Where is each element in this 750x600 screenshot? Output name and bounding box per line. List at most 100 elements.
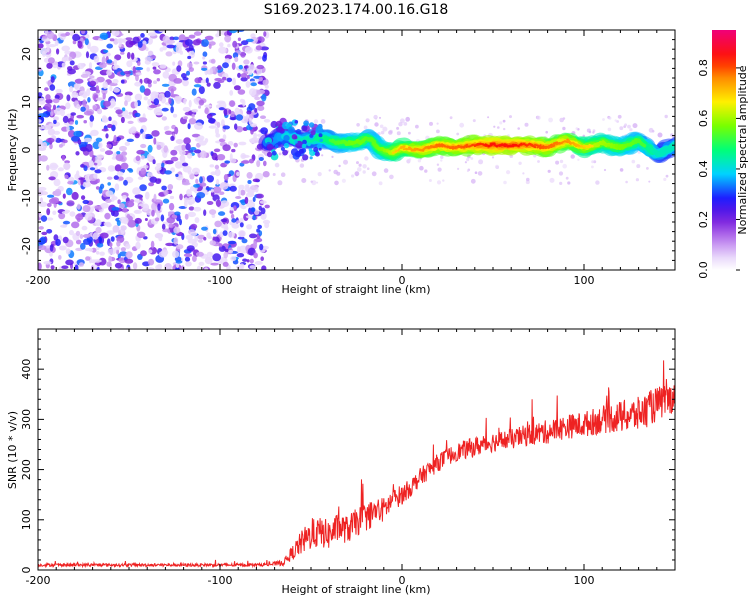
- heatmap-cell: [244, 196, 249, 204]
- heatmap-cell: [257, 105, 265, 111]
- heatmap-cell: [47, 57, 55, 64]
- snr-panel: -200 -100 0 100 0 100 200 300 400 Height of stra…: [6, 328, 676, 596]
- heatmap-cell: [45, 94, 51, 101]
- heatmap-cell: [80, 242, 86, 250]
- heatmap-cell: [140, 250, 147, 257]
- heatmap-cell: [246, 172, 253, 179]
- heatmap-cell: [128, 111, 133, 115]
- heatmap-cell: [117, 176, 124, 181]
- heatmap-cell: [67, 68, 76, 75]
- heatmap-cell: [371, 171, 377, 177]
- heatmap-cell: [124, 258, 134, 264]
- heatmap-cell: [184, 199, 188, 208]
- heatmap-cell: [137, 61, 141, 66]
- snr-xtick-label: 100: [574, 574, 595, 587]
- heatmap-cell: [591, 160, 595, 164]
- heatmap-cell: [82, 205, 91, 213]
- heatmap-cell: [99, 251, 105, 256]
- heatmap-cell: [222, 134, 227, 140]
- heatmap-cell: [55, 88, 63, 94]
- heatmap-cell: [99, 32, 109, 40]
- heatmap-cell: [595, 180, 600, 185]
- heatmap-cell: [287, 126, 295, 134]
- heatmap-cell: [89, 86, 98, 91]
- heatmap-cell: [198, 140, 207, 146]
- heatmap-cell: [145, 191, 150, 200]
- heatmap-cell: [558, 171, 564, 176]
- heatmap-cell: [183, 253, 193, 258]
- heatmap-cell: [50, 111, 54, 117]
- heatmap-cell: [555, 160, 560, 165]
- heatmap-cell: [275, 120, 282, 127]
- heatmap-cell: [180, 265, 185, 270]
- heatmap-cell: [199, 150, 207, 159]
- heatmap-cell: [128, 127, 137, 134]
- snr-ticks: -200 -100 0 100 0 100 200 300 400: [20, 328, 676, 587]
- heatmap-cell: [215, 127, 219, 135]
- heatmap-cell: [93, 55, 100, 63]
- heatmap-cell: [147, 98, 152, 106]
- heatmap-cell: [118, 39, 122, 48]
- heatmap-cell: [106, 261, 111, 267]
- heatmap-cell: [309, 156, 313, 160]
- heatmap-cell: [134, 133, 140, 139]
- heatmap-cell: [228, 109, 232, 115]
- heatmap-cell: [165, 242, 175, 247]
- snr-series-line: [38, 360, 675, 569]
- heatmap-cell: [129, 199, 135, 203]
- heatmap-cell: [177, 60, 183, 67]
- heatmap-cell: [211, 152, 218, 161]
- heatmap-cell: [246, 224, 253, 230]
- heatmap-cell: [204, 104, 212, 108]
- heatmap-cell: [632, 123, 638, 129]
- heatmap-cell: [260, 46, 269, 51]
- heatmap-cell: [147, 172, 153, 177]
- heatmap-cell: [38, 213, 43, 218]
- heatmap-cell: [85, 143, 93, 152]
- heatmap-cell: [42, 35, 48, 39]
- heatmap-cell: [38, 43, 44, 49]
- heatmap-cell: [526, 177, 530, 182]
- heatmap-cell: [95, 85, 100, 92]
- heatmap-cell: [112, 65, 118, 70]
- heatmap-cell: [248, 158, 254, 164]
- heatmap-cell: [417, 159, 422, 163]
- heatmap-cell: [175, 139, 184, 145]
- heatmap-cell: [43, 260, 52, 265]
- heatmap-cell: [109, 38, 115, 42]
- heatmap-cell: [366, 167, 370, 170]
- heatmap-cell: [175, 45, 182, 54]
- heatmap-cell: [175, 173, 179, 177]
- heatmap-cell: [282, 121, 290, 130]
- heatmap-cell: [151, 62, 160, 67]
- heatmap-cell: [74, 120, 79, 125]
- heatmap-ridge-segment: [550, 144, 556, 149]
- heatmap-cell: [112, 210, 119, 217]
- heatmap-cell: [82, 199, 90, 205]
- heatmap-cell: [158, 235, 163, 242]
- heatmap-cell: [73, 83, 79, 89]
- heatmap-cell: [204, 267, 208, 270]
- heatmap-cell: [241, 154, 250, 158]
- heatmap-cell: [232, 40, 238, 48]
- heatmap-cell: [203, 191, 209, 196]
- heatmap-cell: [242, 258, 248, 262]
- heatmap-cell: [91, 154, 96, 163]
- heatmap-cell: [49, 84, 56, 91]
- heatmap-cell: [396, 131, 401, 136]
- heatmap-cell: [163, 189, 169, 196]
- heatmap-cell: [188, 34, 196, 39]
- heatmap-cell: [144, 218, 148, 221]
- heatmap-cell: [577, 158, 580, 161]
- heatmap-cell: [151, 202, 158, 211]
- heatmap-cell: [137, 41, 143, 48]
- heatmap-cell: [405, 118, 410, 122]
- heatmap-cell: [228, 250, 234, 254]
- heatmap-cell: [201, 67, 208, 71]
- heatmap-cell: [396, 126, 400, 130]
- heatmap-cell: [173, 78, 183, 84]
- heatmap-cell: [49, 162, 58, 171]
- heatmap-xlabel: Height of straight line (km): [281, 283, 430, 296]
- heatmap-cell: [278, 152, 282, 156]
- heatmap-cell: [196, 192, 206, 199]
